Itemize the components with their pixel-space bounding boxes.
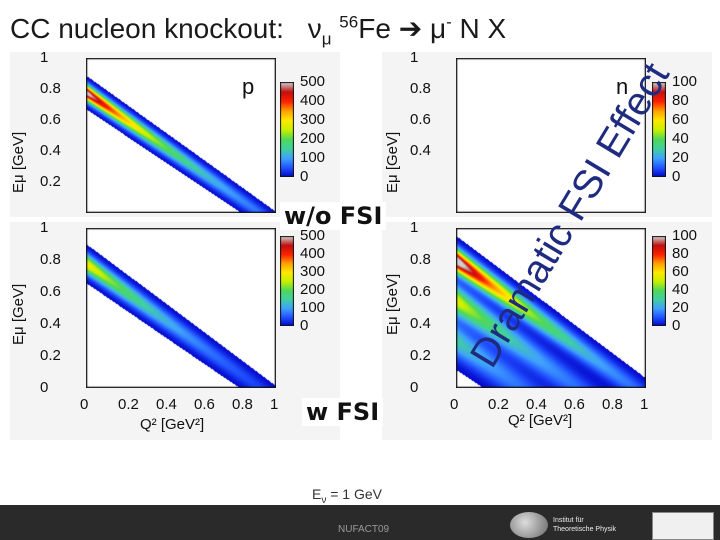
y-tick-label: 0.6: [40, 283, 61, 300]
colorbar-tick-label: 300: [300, 111, 326, 128]
y-tick-label: 1: [40, 49, 49, 66]
colorbar-tick-label: 500: [300, 73, 326, 90]
x-tick-label: 0.2: [118, 396, 139, 413]
y-axis-label-top-left: Eμ [GeV]: [10, 131, 27, 193]
panel-tag-p: p: [238, 74, 259, 100]
label-with-fsi: w FSI: [302, 398, 384, 426]
panel-tag-n: n: [612, 74, 633, 100]
colorbar-tick-label: 60: [672, 111, 689, 128]
university-logo: [652, 512, 714, 540]
y-axis-label-bottom-left: Eμ [GeV]: [10, 283, 27, 345]
institute-emblem-icon: [510, 512, 548, 538]
colorbar-tick-label: 100: [672, 227, 698, 244]
logo-line-2: Theoretische Physik: [553, 526, 617, 533]
title-nu: ν: [307, 13, 322, 44]
y-tick-label: 0.2: [40, 347, 61, 364]
colorbar-neutron-fsi: [652, 236, 666, 326]
x-axis-label-bottom-right: Q² [GeV²]: [508, 412, 573, 429]
x-tick-label: 0.8: [602, 396, 623, 413]
y-tick-label: 0.8: [40, 80, 61, 97]
colorbar-proton-no-fsi: [280, 82, 294, 177]
beam-energy: Eν = 1 GeV: [312, 486, 382, 506]
x-tick-label: 1: [640, 396, 649, 413]
colorbar-tick-label: 0: [300, 168, 309, 185]
y-axis-label-bottom-right: Eμ [GeV]: [384, 273, 401, 335]
y-tick-label: 1: [40, 219, 49, 236]
colorbar-tick-label: 80: [672, 92, 689, 109]
x-tick-label: 0.6: [194, 396, 215, 413]
colorbar-tick-label: 0: [300, 317, 309, 334]
colorbar-proton-fsi: [280, 236, 294, 326]
y-tick-label: 1: [410, 49, 419, 66]
x-tick-label: 1: [270, 396, 279, 413]
y-tick-label: 0: [40, 379, 49, 396]
energy-sub: ν: [321, 494, 327, 506]
heatmap-neutron-fsi: [456, 228, 646, 388]
title-fe: Fe: [358, 13, 391, 44]
footer-bar: [0, 505, 720, 540]
x-tick-label: 0: [80, 396, 89, 413]
colorbar-neutron-no-fsi: [652, 82, 666, 177]
x-tick-label: 0.2: [488, 396, 509, 413]
x-tick-label: 0: [450, 396, 459, 413]
logo-line-1: Institut für: [553, 517, 584, 524]
title-mass-number: 56: [339, 12, 359, 32]
title-mu-sub: μ: [321, 29, 332, 49]
colorbar-tick-label: 400: [300, 245, 326, 262]
title-rest: N X: [459, 13, 507, 44]
colorbar-tick-label: 100: [300, 149, 326, 166]
y-tick-label: 0: [410, 379, 419, 396]
energy-value: = 1 GeV: [330, 486, 382, 502]
colorbar-tick-label: 40: [672, 281, 689, 298]
arrow-icon: ➔: [398, 13, 423, 44]
label-without-fsi: w/o FSI: [280, 202, 387, 230]
colorbar-tick-label: 0: [672, 168, 681, 185]
title-mu: μ: [429, 13, 447, 44]
y-tick-label: 0.8: [40, 251, 61, 268]
colorbar-tick-label: 40: [672, 130, 689, 147]
y-tick-label: 0.2: [40, 173, 61, 190]
colorbar-tick-label: 100: [672, 73, 698, 90]
y-tick-label: 0.8: [410, 80, 431, 97]
x-tick-label: 0.4: [156, 396, 177, 413]
colorbar-tick-label: 80: [672, 245, 689, 262]
y-tick-label: 0.8: [410, 251, 431, 268]
y-tick-label: 0.4: [40, 315, 61, 332]
colorbar-tick-label: 400: [300, 92, 326, 109]
x-tick-label: 0.8: [232, 396, 253, 413]
y-tick-label: 0.4: [40, 142, 61, 159]
y-tick-label: 0.4: [410, 315, 431, 332]
y-axis-label-top-right: Eμ [GeV]: [384, 131, 401, 193]
institute-logo-text: Institut für Theoretische Physik: [553, 516, 645, 536]
y-tick-label: 1: [410, 219, 419, 236]
y-tick-label: 0.6: [410, 283, 431, 300]
colorbar-tick-label: 0: [672, 317, 681, 334]
heatmap-proton-fsi: [86, 228, 276, 388]
y-tick-label: 0.6: [410, 111, 431, 128]
y-tick-label: 0.4: [410, 142, 431, 159]
x-axis-label-bottom-left: Q² [GeV²]: [140, 416, 205, 433]
conference-name: NUFACT09: [338, 524, 390, 535]
colorbar-tick-label: 60: [672, 263, 689, 280]
colorbar-tick-label: 20: [672, 149, 689, 166]
x-tick-label: 0.4: [526, 396, 547, 413]
colorbar-tick-label: 200: [300, 130, 326, 147]
colorbar-tick-label: 300: [300, 263, 326, 280]
title-minus: -: [446, 12, 452, 32]
energy-e: E: [312, 486, 322, 502]
colorbar-tick-label: 20: [672, 299, 689, 316]
slide-title: CC nucleon knockout: νμ 56Fe ➔ μ- N X: [10, 12, 506, 50]
colorbar-tick-label: 200: [300, 281, 326, 298]
colorbar-tick-label: 100: [300, 299, 326, 316]
x-tick-label: 0.6: [564, 396, 585, 413]
title-prefix: CC nucleon knockout:: [10, 13, 284, 44]
colorbar-tick-label: 500: [300, 227, 326, 244]
y-tick-label: 0.2: [410, 347, 431, 364]
y-tick-label: 0.6: [40, 111, 61, 128]
